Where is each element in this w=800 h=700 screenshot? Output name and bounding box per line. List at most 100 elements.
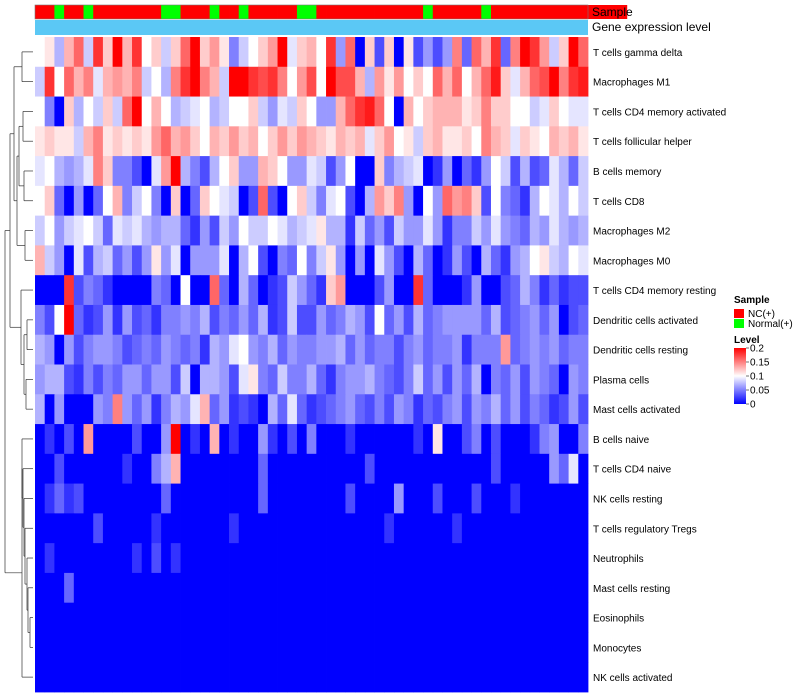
heatmap-cell [549, 394, 560, 425]
sample-annotation-cell [141, 5, 152, 19]
heatmap-cell [267, 602, 278, 633]
heatmap-cell [277, 483, 288, 514]
heatmap-cell [54, 394, 65, 425]
heatmap-cell [112, 126, 123, 157]
heatmap-cell [345, 156, 356, 187]
heatmap-cell [141, 364, 152, 395]
heatmap-cell [151, 245, 162, 276]
heatmap-cell [384, 513, 395, 544]
heatmap-cell [296, 245, 308, 276]
legend-level-colorbar [734, 348, 746, 404]
heatmap-cell [364, 304, 375, 336]
heatmap-cell [403, 275, 414, 306]
heatmap-cell [423, 662, 434, 693]
heatmap-cell [403, 483, 414, 514]
heatmap-cell [170, 483, 181, 514]
heatmap-cell [219, 662, 230, 693]
heatmap-cell [471, 394, 482, 425]
heatmap-cell [335, 304, 346, 336]
heatmap-cell [209, 453, 220, 484]
heatmap-cell [112, 632, 123, 663]
heatmap-cell [326, 66, 337, 97]
heatmap-cell [539, 662, 550, 693]
heatmap-cell [403, 126, 414, 157]
heatmap-cell [520, 304, 531, 336]
heatmap-cell [510, 37, 521, 68]
heatmap-cell [132, 662, 143, 693]
heatmap-cell [238, 156, 249, 187]
heatmap-cell [122, 37, 133, 68]
heatmap-cell [471, 572, 482, 604]
heatmap-cell [277, 156, 288, 187]
heatmap-cell [306, 304, 317, 336]
heatmap-cell [413, 126, 424, 157]
heatmap-cell [132, 483, 143, 514]
heatmap-cell [510, 245, 521, 276]
heatmap-cell [539, 424, 550, 455]
heatmap-cell [481, 275, 492, 306]
heatmap-cell [277, 424, 288, 455]
heatmap-cell [481, 483, 492, 514]
heatmap-cell [461, 215, 472, 246]
heatmap-cell [510, 156, 521, 187]
heatmap-cell [287, 364, 298, 395]
heatmap-cell [520, 483, 531, 514]
heatmap-cell [296, 543, 308, 574]
heatmap-cell [199, 126, 211, 157]
heatmap-cell [161, 245, 172, 276]
heatmap-cell [238, 572, 249, 604]
heatmap-cell [423, 156, 434, 187]
heatmap-cell [102, 156, 114, 187]
heatmap-cell [452, 513, 463, 544]
heatmap-cell [258, 245, 269, 276]
heatmap-cell [490, 304, 502, 336]
heatmap-cell [500, 156, 511, 187]
heatmap-cell [306, 66, 317, 97]
heatmap-cell [83, 602, 94, 633]
heatmap-cell [54, 453, 65, 484]
heatmap-cell [229, 572, 240, 604]
heatmap-cell [374, 334, 385, 365]
sample-annotation-cell [229, 5, 240, 19]
heatmap-cell [578, 543, 589, 574]
heatmap-cell [558, 215, 569, 246]
heatmap-cell [326, 543, 337, 574]
heatmap-cell [73, 483, 84, 514]
heatmap-cell [277, 275, 288, 306]
row-label: Dendritic cells resting [593, 346, 688, 357]
row-label: Mast cells resting [593, 584, 670, 595]
heatmap-cell [452, 185, 463, 217]
heatmap-cell [393, 185, 405, 217]
heatmap-cell [190, 156, 201, 187]
heatmap-cell [461, 66, 472, 97]
heatmap-cell [558, 572, 569, 604]
heatmap-cell [277, 185, 288, 217]
heatmap-cell [44, 662, 55, 693]
heatmap-cell [413, 572, 424, 604]
heatmap-cell [267, 513, 278, 544]
heatmap-cell [393, 543, 405, 574]
sample-annotation-cell [384, 5, 395, 19]
heatmap-cell [520, 424, 531, 455]
heatmap-cell [529, 185, 540, 217]
heatmap-cell [64, 245, 75, 276]
row-label: Eosinophils [593, 614, 644, 625]
heatmap-cell [73, 245, 84, 276]
heatmap-cell [413, 334, 424, 365]
heatmap-cell [44, 126, 55, 157]
heatmap-cell [364, 424, 375, 455]
heatmap-cell [287, 37, 298, 68]
heatmap-cell [529, 602, 540, 633]
sample-annotation-cell [277, 5, 288, 19]
heatmap-cell [248, 245, 259, 276]
heatmap-cell [248, 424, 259, 455]
heatmap-cell [461, 37, 472, 68]
heatmap-cell [267, 334, 278, 365]
heatmap-cell [190, 543, 201, 574]
heatmap-cell [423, 37, 434, 68]
heatmap-cell [161, 394, 172, 425]
heatmap-cell [345, 632, 356, 663]
heatmap-cell [384, 96, 395, 127]
heatmap-cell [248, 572, 259, 604]
